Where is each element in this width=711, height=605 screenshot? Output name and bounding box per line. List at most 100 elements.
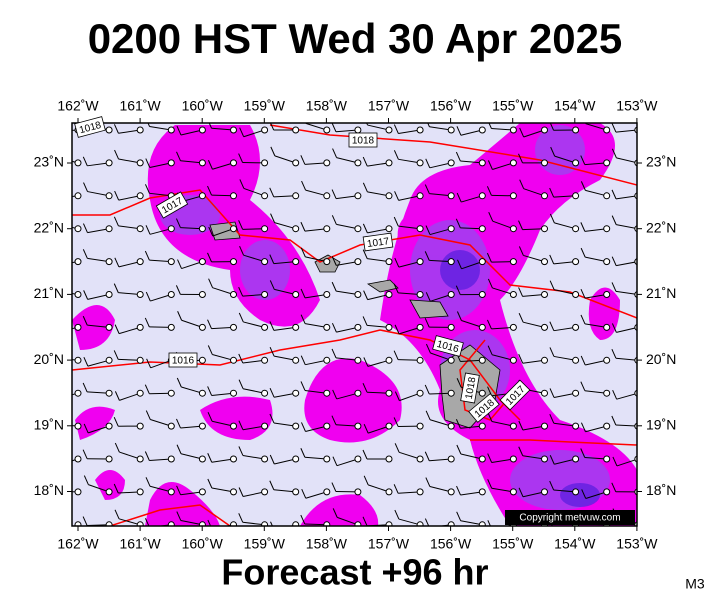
barb-station [355,292,361,298]
lon-label: 161˚W [119,98,161,114]
barb-station [386,390,392,396]
barb-station [448,390,454,396]
barb-station [199,489,205,495]
barb-station [137,259,143,265]
barb-station [448,226,454,232]
barb-station [262,127,268,133]
barb-station [510,127,516,133]
barb-station [168,127,174,133]
barb-station [417,489,423,495]
barb-station [262,390,268,396]
lon-label: 158˚W [306,98,348,114]
barb-station [355,160,361,166]
barb-station [542,357,548,363]
barb-station [542,226,548,232]
barb-station [75,390,81,396]
barb-station [262,324,268,330]
barb-station [293,226,299,232]
lat-label: 23˚N [646,154,676,170]
lat-label: 19˚N [34,417,64,433]
barb-station [324,292,330,298]
barb-station [231,522,237,528]
barb-station [604,324,610,330]
barb-station [231,390,237,396]
barb-station [417,226,423,232]
barb-station [510,423,516,429]
barb-station [324,357,330,363]
barb-station [542,160,548,166]
lon-label: 157˚W [368,536,410,552]
barb-station [448,324,454,330]
barb-station [106,127,112,133]
lon-label: 157˚W [368,98,410,114]
map-area [52,114,641,532]
barb-station [199,226,205,232]
barb-station [262,357,268,363]
barb-station [106,357,112,363]
title: 0200 HST Wed 30 Apr 2025 [88,15,623,62]
barb-station [293,259,299,265]
barb-flag [53,456,57,465]
barb-station [635,259,641,265]
barb-station [355,193,361,199]
barb-station [542,423,548,429]
barb-station [635,127,641,133]
barb-station [75,489,81,495]
barb-station [386,292,392,298]
barb-station [604,423,610,429]
barb-station [386,193,392,199]
barb-station [293,160,299,166]
barb-station [448,160,454,166]
barb-station [386,456,392,462]
barb-station [293,357,299,363]
barb-station [417,456,423,462]
lat-label: 18˚N [34,482,64,498]
lon-label: 155˚W [492,536,534,552]
lat-label: 19˚N [646,417,676,433]
lon-label: 159˚W [244,98,286,114]
barb-station [199,259,205,265]
barb-flag [53,390,57,399]
barb-station [231,456,237,462]
barb-station [262,292,268,298]
barb-station [573,160,579,166]
barb-station [573,292,579,298]
barb-station [324,193,330,199]
barb-station [417,259,423,265]
barb-station [262,226,268,232]
barb-station [386,324,392,330]
barb-station [324,489,330,495]
lat-label: 20˚N [34,351,64,367]
barb-station [417,160,423,166]
isobar-label: 1018 [349,133,377,147]
barb-station [199,160,205,166]
barb-station [355,456,361,462]
copyright: Copyright metvuw.com [519,513,620,524]
barb-station [479,522,485,528]
barb-station [417,390,423,396]
barb-station [199,456,205,462]
isobar-label-text: 1016 [172,356,195,367]
barb-station [262,423,268,429]
barb-station [448,193,454,199]
lon-label: 156˚W [430,98,472,114]
barb-station [417,423,423,429]
lat-label: 21˚N [646,285,676,301]
barb-station [106,292,112,298]
barb-station [604,357,610,363]
barb-station [604,292,610,298]
barb-station [137,193,143,199]
barb-station [199,193,205,199]
barb-flag [52,189,56,198]
barb-station [417,127,423,133]
barb-station [231,324,237,330]
barb-station [386,127,392,133]
barb-flag [52,323,56,332]
barb-station [479,226,485,232]
barb-station [542,193,548,199]
barb-station [355,390,361,396]
barb-station [168,324,174,330]
barb-station [573,489,579,495]
barb-station [510,357,516,363]
